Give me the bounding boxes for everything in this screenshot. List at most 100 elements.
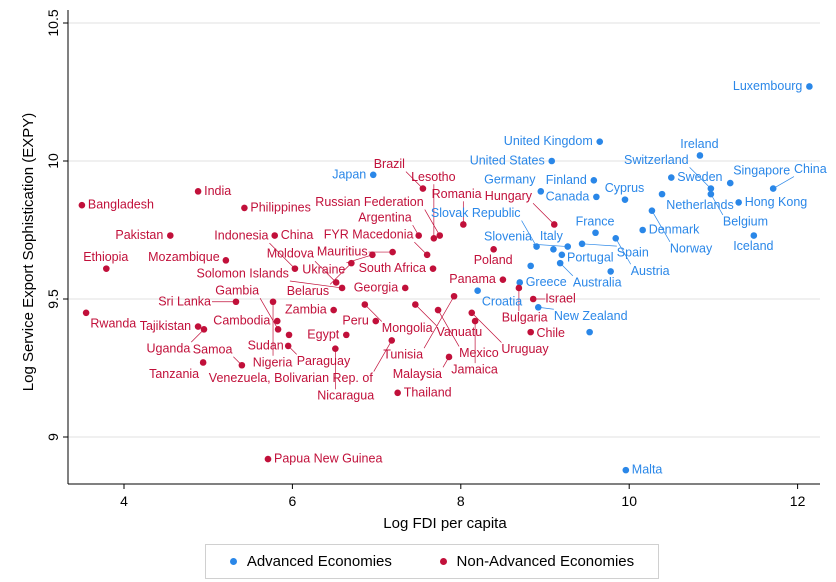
point-label: Netherlands [666, 198, 733, 212]
legend-label-non-advanced: Non-Advanced Economies [456, 553, 635, 570]
data-point [194, 188, 202, 195]
point-label: Israel [545, 292, 576, 306]
point-label: Portugal [567, 250, 614, 264]
point-label: Philippines [250, 200, 310, 214]
point-label: Papua New Guinea [274, 452, 382, 466]
y-tick-label: 9.5 [45, 289, 61, 309]
data-point [527, 262, 534, 270]
axes-layer: 9 9.5 10 10.5 4 6 8 10 12 [45, 9, 820, 509]
point-label: India [204, 184, 231, 198]
data-point [103, 265, 110, 272]
point-label: Uruguay [501, 342, 549, 356]
data-point [769, 185, 777, 192]
label-leader-line [415, 304, 437, 326]
data-point [232, 298, 240, 306]
data-point [735, 199, 742, 206]
data-point [338, 284, 346, 292]
data-point [372, 317, 380, 325]
point-label: Uganda [147, 342, 191, 356]
data-point [394, 389, 401, 397]
point-label: Austria [631, 264, 670, 278]
y-tick-label: 10 [45, 153, 61, 169]
data-point [806, 83, 813, 90]
point-label: Ethiopia [83, 250, 128, 264]
data-point [529, 295, 537, 303]
point-label: Georgia [354, 281, 399, 295]
data-point [596, 138, 604, 145]
data-point [82, 309, 90, 317]
y-tick-label: 10.5 [45, 9, 61, 36]
data-point [707, 185, 715, 192]
data-point [468, 309, 476, 317]
point-label: Belarus [287, 284, 329, 298]
data-point [388, 337, 396, 344]
point-label: Croatia [482, 295, 522, 309]
point-label: Ireland [680, 137, 718, 151]
point-label: Rwanda [90, 317, 136, 331]
point-label: Italy [540, 229, 564, 243]
data-point [450, 292, 458, 300]
point-label: Hong Kong [745, 195, 808, 209]
x-tick-label: 12 [790, 493, 806, 509]
data-point [586, 328, 593, 336]
label-leader-line [532, 203, 555, 225]
point-label: Bangladesh [88, 198, 154, 212]
point-label: Sri Lanka [158, 294, 211, 308]
legend-item-non-advanced: Non-Advanced Economies [439, 553, 635, 570]
data-point [238, 361, 246, 369]
point-label: Iceland [733, 239, 773, 253]
point-label: Paraguay [297, 354, 351, 368]
label-leader-line [689, 167, 712, 189]
point-label: Panama [449, 272, 496, 286]
data-point [369, 251, 376, 259]
data-point [593, 193, 600, 201]
point-label: Sudan [248, 339, 284, 353]
data-point [556, 259, 564, 267]
legend-marker-advanced [229, 558, 237, 565]
point-label: Argentina [358, 211, 412, 225]
data-point [78, 201, 86, 209]
data-point [369, 171, 377, 179]
point-label: Hungary [485, 189, 533, 203]
data-point [564, 243, 572, 250]
data-point [490, 246, 497, 253]
point-label: Samoa [193, 342, 233, 356]
point-label: Tanzania [149, 367, 199, 381]
data-point [348, 259, 355, 267]
data-point [429, 265, 437, 272]
label-leader-line [364, 304, 383, 322]
point-label: Japan [332, 167, 366, 181]
label-leader-line [773, 176, 795, 189]
point-label: Ukraine [302, 262, 345, 276]
point-label: Mongolia [382, 321, 433, 335]
point-label: Switzerland [624, 153, 689, 167]
legend-marker-non-advanced [439, 558, 447, 565]
point-label: Sweden [677, 170, 722, 184]
data-point [200, 326, 208, 333]
data-point [194, 323, 202, 330]
point-label: Mexico [459, 346, 499, 360]
data-point [648, 207, 656, 214]
point-label: Vanuatu [437, 325, 483, 339]
point-label: France [576, 214, 615, 228]
data-point [342, 331, 350, 339]
label-leader-line [582, 243, 617, 247]
label-leader-line [424, 209, 441, 236]
point-label: Slovak Republic [431, 206, 521, 220]
point-label: Denmark [649, 223, 700, 237]
data-point [284, 342, 292, 350]
data-point [419, 185, 427, 192]
label-leader-line [437, 309, 460, 347]
x-tick-label: 4 [120, 493, 128, 509]
point-label: Spain [617, 246, 649, 260]
data-point [621, 196, 629, 203]
point-label: Malaysia [393, 367, 442, 381]
data-point [499, 276, 507, 283]
data-point [590, 177, 598, 184]
point-label: Gambia [215, 284, 259, 298]
point-label: Chile [537, 326, 566, 340]
data-point [474, 287, 481, 295]
label-leader-line [521, 220, 537, 247]
point-label: Poland [474, 253, 513, 267]
data-point [550, 246, 557, 253]
